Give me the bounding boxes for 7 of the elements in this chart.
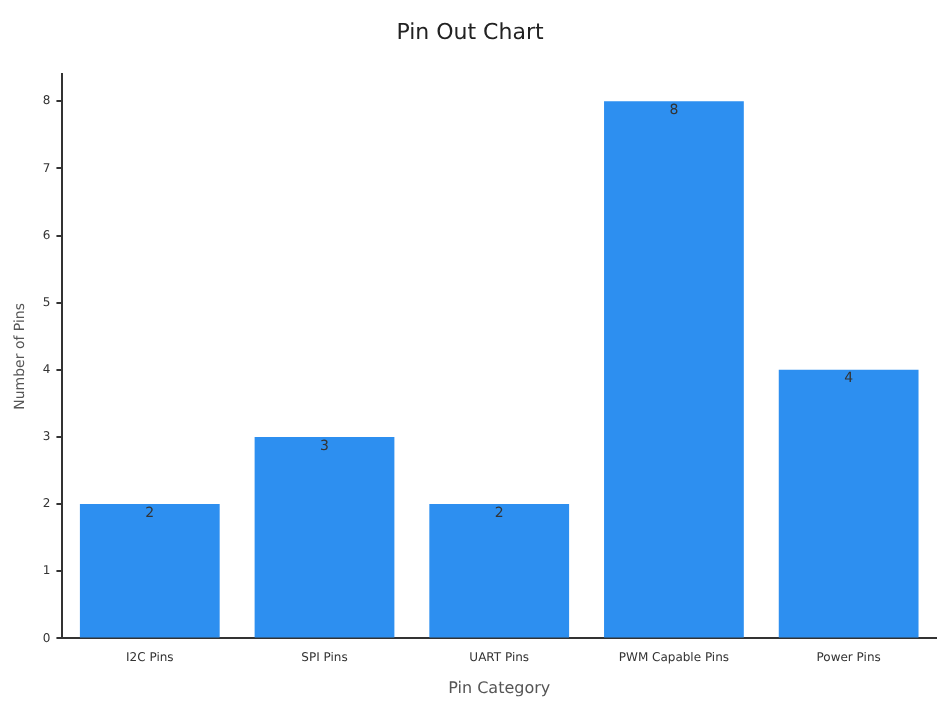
bar — [254, 436, 395, 638]
x-axis-title: Pin Category — [448, 678, 551, 697]
bar — [429, 504, 570, 638]
bar — [778, 369, 919, 638]
bar — [604, 101, 744, 638]
bar — [79, 504, 220, 638]
chart-title: Pin Out Chart — [396, 18, 545, 45]
